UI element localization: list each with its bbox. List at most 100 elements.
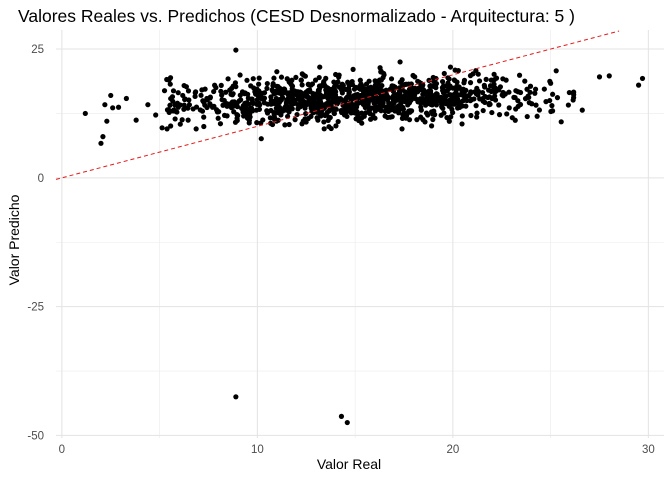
- data-point: [394, 104, 400, 110]
- data-point: [276, 98, 282, 104]
- data-point: [410, 72, 416, 79]
- data-point: [293, 74, 299, 81]
- data-point: [439, 78, 446, 85]
- data-point: [383, 104, 389, 110]
- data-point: [443, 93, 449, 99]
- data-point: [241, 113, 247, 119]
- data-point: [418, 114, 424, 120]
- data-point: [303, 111, 309, 117]
- data-point: [190, 106, 196, 112]
- reference-line-group: [55, 30, 620, 180]
- data-point: [517, 89, 524, 96]
- data-point: [459, 121, 465, 127]
- data-point: [361, 90, 367, 96]
- data-point: [515, 103, 521, 110]
- data-point: [450, 109, 456, 116]
- data-point: [246, 117, 252, 123]
- data-point: [361, 101, 368, 107]
- data-point: [237, 72, 243, 78]
- data-point: [207, 102, 214, 108]
- x-tick-label: 30: [642, 444, 655, 456]
- data-point: [218, 82, 224, 88]
- data-point: [254, 120, 260, 126]
- data-point: [491, 81, 497, 87]
- data-point: [219, 92, 225, 98]
- data-point: [433, 75, 439, 82]
- data-point: [159, 125, 165, 131]
- data-point: [264, 80, 270, 87]
- data-point: [167, 75, 174, 81]
- data-point: [534, 113, 540, 119]
- data-point: [406, 81, 412, 87]
- data-point: [492, 93, 498, 99]
- data-point: [416, 85, 423, 92]
- data-point: [430, 116, 436, 123]
- data-point: [526, 100, 532, 106]
- data-point: [199, 87, 205, 93]
- data-point: [479, 89, 486, 96]
- data-point: [532, 90, 538, 96]
- data-point: [483, 76, 489, 82]
- data-point: [387, 114, 393, 120]
- data-point: [496, 102, 502, 108]
- data-point: [382, 108, 388, 114]
- data-point: [270, 81, 276, 87]
- data-point: [271, 91, 277, 97]
- x-tick-label: 0: [59, 444, 65, 456]
- data-point: [332, 90, 338, 96]
- data-point: [554, 95, 561, 101]
- data-point: [333, 71, 339, 78]
- data-point: [440, 87, 447, 93]
- data-point: [338, 108, 344, 114]
- data-point: [378, 99, 384, 105]
- data-point: [274, 102, 280, 108]
- data-point: [474, 110, 480, 116]
- y-axis-ticks: -50 -25 0 25: [27, 44, 44, 442]
- data-point: [201, 123, 207, 130]
- data-point: [397, 79, 403, 85]
- data-point: [100, 134, 106, 140]
- data-point: [245, 109, 251, 116]
- data-point: [422, 119, 428, 125]
- data-point: [473, 67, 479, 74]
- data-point: [215, 115, 221, 121]
- data-point: [257, 102, 263, 108]
- data-point: [110, 105, 116, 111]
- data-point: [197, 107, 203, 113]
- data-point: [333, 123, 339, 129]
- data-point: [524, 113, 530, 120]
- data-point: [219, 97, 225, 103]
- data-point: [312, 77, 319, 83]
- data-point: [133, 117, 139, 123]
- data-point: [348, 110, 354, 116]
- data-point: [541, 86, 547, 92]
- data-point: [506, 89, 512, 95]
- data-point: [167, 81, 173, 87]
- data-point: [280, 87, 286, 93]
- data-point: [221, 112, 228, 118]
- data-point: [496, 87, 502, 93]
- major-gridlines: [56, 30, 664, 438]
- data-point: [406, 108, 412, 114]
- data-point: [345, 93, 352, 99]
- data-point: [201, 99, 207, 106]
- data-point: [476, 78, 483, 84]
- data-point: [438, 112, 444, 118]
- data-point: [400, 112, 406, 118]
- data-point: [175, 104, 181, 110]
- x-tick-label: 20: [446, 444, 459, 456]
- data-point: [441, 70, 447, 77]
- data-point: [168, 123, 174, 129]
- data-point: [426, 77, 432, 83]
- data-point: [558, 119, 564, 125]
- data-point: [374, 95, 381, 102]
- data-point: [513, 88, 519, 94]
- data-point: [249, 108, 256, 114]
- data-point: [397, 85, 403, 91]
- data-point: [490, 87, 496, 93]
- data-point: [425, 112, 431, 118]
- data-point: [258, 136, 264, 142]
- data-point: [167, 102, 173, 108]
- data-point: [467, 98, 473, 104]
